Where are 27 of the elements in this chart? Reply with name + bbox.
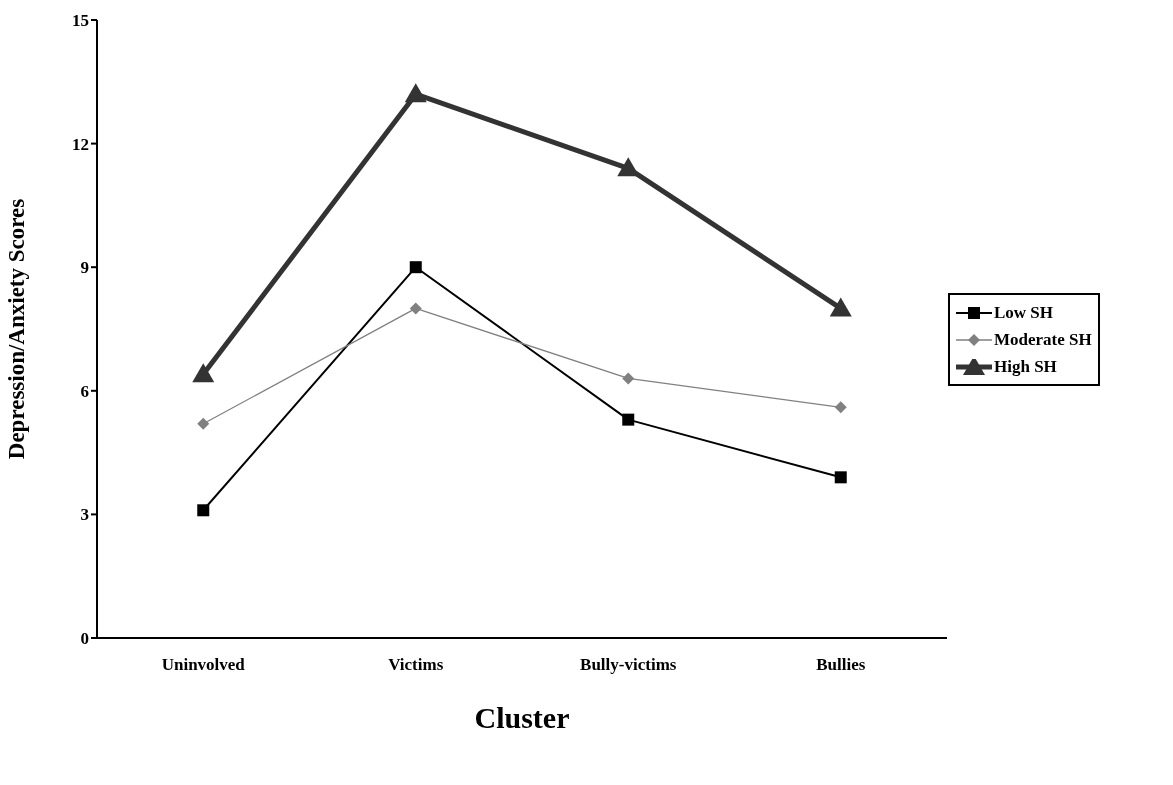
point [409,302,422,315]
point [197,504,210,517]
x-tick-label: Victims [388,655,444,675]
y-tick-label: 0 [80,629,89,649]
point [197,417,210,430]
legend-label: Low SH [994,302,1054,323]
point [617,157,640,177]
point [829,297,852,317]
point [192,363,215,383]
y-tick-label: 15 [72,11,89,31]
x-axis-title: Cluster [474,701,570,734]
x-tick-label: Bullies [816,655,866,675]
point [834,401,847,414]
x-tick-label: Uninvolved [161,655,246,675]
point [622,372,635,385]
x-tick-label: Bully-victims [580,655,677,675]
y-tick-label: 9 [80,258,89,278]
y-tick-label: 12 [72,134,89,154]
point [404,83,427,103]
y-tick-label: 3 [80,505,89,525]
point [409,261,422,274]
legend-label: High SH [994,356,1057,377]
y-tick-label: 6 [80,381,89,401]
point [622,413,635,426]
point [834,471,847,484]
y-axis-title: Depression/Anxiety Scores [4,198,30,460]
legend-label: Moderate SH [994,329,1092,350]
